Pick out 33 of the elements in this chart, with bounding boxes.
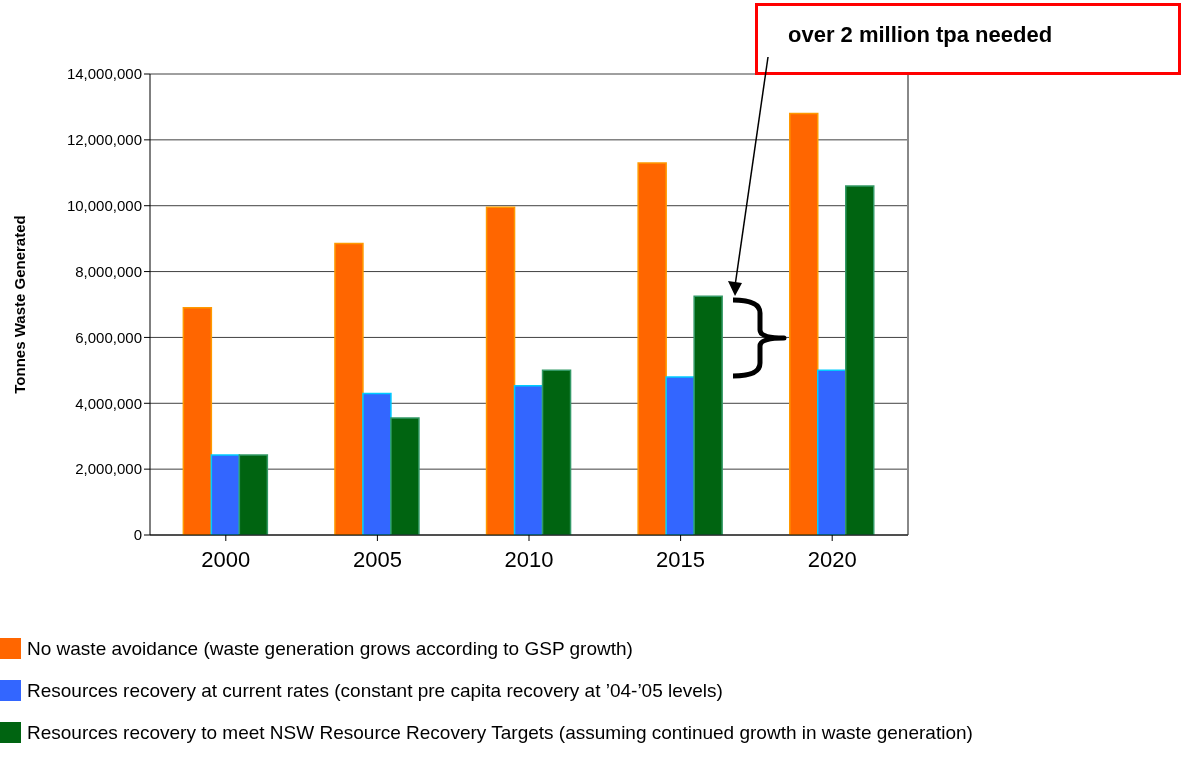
bar: [845, 185, 875, 535]
bar: [789, 112, 819, 535]
bar: [817, 369, 847, 535]
bar: [665, 376, 695, 535]
y-tick-label: 4,000,000: [75, 394, 142, 412]
bar: [238, 454, 269, 535]
text: over 2 million tpa needed: [755, 3, 1181, 75]
y-tick-label: 6,000,000: [75, 328, 142, 346]
y-tick-label: 14,000,000: [66, 65, 142, 83]
bar: [637, 162, 667, 535]
x-tick-label: 2005: [352, 546, 402, 572]
y-tick-label: 12,000,000: [66, 131, 142, 149]
bar: [541, 369, 572, 535]
legend-label: Resources recovery at current rates (constant pre capita recovery at ’04-’05 levels): [27, 680, 723, 702]
bar: [390, 417, 420, 535]
y-axis-title: Tonnes Waste Generated: [11, 215, 29, 394]
y-tick-label: 0: [133, 526, 142, 544]
y-tick-label: 8,000,000: [75, 262, 142, 280]
y-tick-label: 2,000,000: [75, 460, 142, 478]
y-tick-label: 10,000,000: [66, 197, 142, 215]
bar: [334, 242, 364, 535]
bar: [485, 206, 516, 535]
x-tick-label: 2000: [201, 546, 251, 572]
bar: [513, 385, 544, 535]
x-tick-label: 2010: [504, 546, 554, 572]
bar: [210, 454, 241, 535]
bar: [182, 307, 213, 535]
legend-label: No waste avoidance (waste generation grows according to GSP growth): [27, 638, 633, 660]
legend-label: Resources recovery to meet NSW Resource Recovery Targets (assuming continued growth in waste generation): [27, 722, 973, 744]
x-tick-label: 2020: [807, 546, 857, 572]
bar: [693, 295, 723, 535]
bar: [362, 392, 392, 535]
x-tick-label: 2015: [656, 546, 706, 572]
